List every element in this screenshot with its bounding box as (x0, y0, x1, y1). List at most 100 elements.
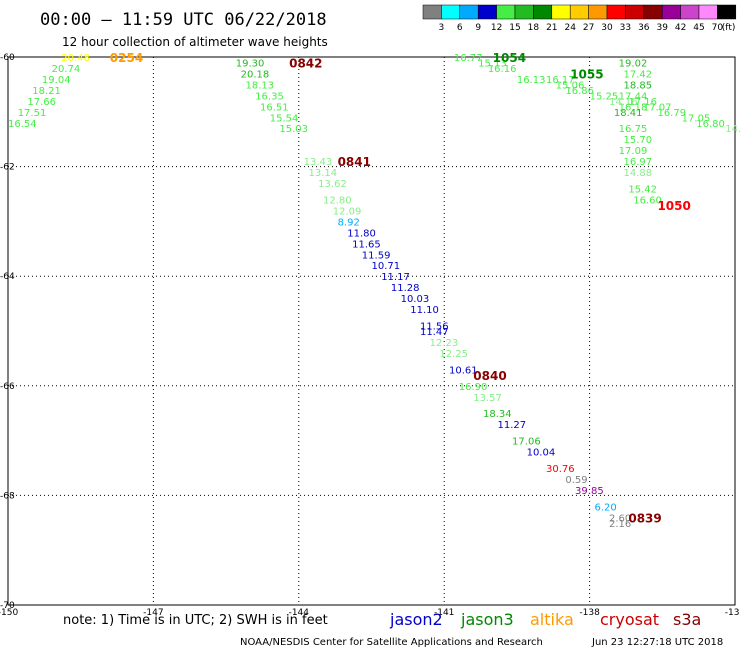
colorbar-label: 9 (475, 23, 481, 33)
wave-height-label: 12.80 (323, 195, 352, 206)
chart-subtitle: 12 hour collection of altimeter wave hei… (62, 35, 328, 49)
wave-height-label: 19.02 (619, 58, 648, 69)
wave-height-label: 17.09 (619, 146, 648, 157)
pass-labels: 0254 0842 0841 0840 0839 1054 1055 1050 (110, 51, 691, 525)
colorbar-label: 45 (693, 23, 704, 33)
pass-label: 0254 (110, 51, 143, 65)
wave-height-label: 12.25 (439, 349, 468, 360)
colorbar-legend: 3 6 9 12 15 18 21 24 27 30 33 36 39 42 45 70(ft) (422, 4, 737, 33)
wave-height-label: 11.65 (352, 239, 381, 250)
y-tick-label: -60 (0, 53, 15, 63)
wave-height-label: 14.88 (624, 168, 653, 179)
wave-height-label: 14.16 (609, 97, 638, 108)
wave-height-label: 16.18 (619, 102, 648, 113)
satellite-s3a: s3a (673, 610, 701, 629)
wave-height-label: 16.16 (488, 64, 517, 75)
wave-height-label: 15.54 (270, 113, 299, 124)
colorbar-swatch (422, 4, 442, 20)
wave-height-label: 10.03 (401, 294, 430, 305)
wave-height-label: 16.90 (459, 382, 488, 393)
colorbar-label: 39 (656, 23, 668, 33)
colorbar-swatch (496, 4, 516, 20)
colorbar-label: 42 (675, 23, 686, 33)
wave-height-label: 19.30 (236, 58, 265, 69)
colorbar-label: 18 (528, 23, 540, 33)
y-tick-label: -68 (0, 491, 15, 501)
wave-height-label: 16.60 (633, 195, 662, 206)
wave-height-label: 12.09 (333, 206, 362, 217)
wave-height-label: 16.51 (260, 102, 289, 113)
wave-height-label: 12.23 (430, 338, 459, 349)
colorbar-swatch (533, 4, 553, 20)
colorbar-swatch (698, 4, 718, 20)
footer-credit: NOAA/NESDIS Center for Satellite Applica… (240, 637, 543, 648)
wave-height-label: 20.74 (52, 64, 81, 75)
wave-height-label: 13.43 (304, 157, 333, 168)
wave-height-label: 11.17 (381, 272, 410, 283)
wave-height-label: 11.27 (498, 420, 527, 431)
colorbar-swatch (514, 4, 534, 20)
y-tick-label: -66 (0, 382, 15, 392)
wave-height-label: 16.75 (619, 124, 648, 135)
wave-height-label: 17.06 (512, 437, 541, 448)
colorbar-swatch (643, 4, 663, 20)
wave-height-label: 17.42 (624, 69, 653, 80)
wave-height-label: 17.44 (619, 91, 648, 102)
satellite-cryosat: cryosat (600, 610, 659, 629)
wave-height-label: 0.59 (565, 475, 587, 486)
colorbar-label: 30 (601, 23, 613, 33)
colorbar-label: 12 (491, 23, 502, 33)
wave-height-label: 11.80 (347, 228, 376, 239)
colorbar-swatch (588, 4, 608, 20)
wave-height-label: 15.03 (279, 124, 308, 135)
wave-height-label: 17.05 (682, 113, 711, 124)
wave-height-label: 15.42 (628, 185, 657, 196)
colorbar-label: 24 (564, 23, 576, 33)
y-tick-label: -62 (0, 163, 15, 173)
chart-title: 00:00 – 11:59 UTC 06/22/2018 (40, 10, 327, 30)
satellite-jason2: jason2 (389, 610, 443, 629)
x-tick-label: -147 (143, 608, 163, 618)
colorbar-swatch (680, 4, 700, 20)
x-tick-label: -150 (0, 608, 18, 618)
wave-height-label: 13.62 (318, 179, 347, 190)
wave-height-label: 18.13 (245, 80, 274, 91)
wave-height-label: 10.04 (527, 448, 556, 459)
wave-height-label: 16.35 (255, 91, 284, 102)
wave-height-label: 8.92 (338, 217, 360, 228)
wave-height-label: 19.04 (42, 75, 71, 86)
x-tick-label: -144 (289, 608, 310, 618)
wave-height-label: 11.28 (391, 283, 420, 294)
wave-height-label: 16.77 (454, 53, 483, 64)
wave-height-label: 17.16 (628, 97, 657, 108)
pass-label: 1050 (657, 199, 690, 213)
colorbar-swatch (569, 4, 589, 20)
plot-area: -150 -147 -144 -141 -138 -135 -60 -62 -64 -66 -68 -… (0, 51, 740, 618)
footer-note: note: 1) Time is in UTC; 2) SWH is in fe… (63, 613, 328, 628)
wave-height-label: 39.85 (575, 486, 604, 497)
wave-height-label: 10.61 (449, 365, 478, 376)
pass-label: 1055 (570, 67, 603, 81)
footer-timestamp: Jun 23 12:27:18 UTC 2018 (591, 637, 723, 648)
wave-height-label: 14.91 (725, 124, 740, 135)
y-tick-label: -70 (0, 601, 15, 611)
wave-height-label: 11.10 (410, 305, 439, 316)
wave-height-label: 11.59 (362, 250, 391, 261)
wave-height-label: 16.54 (8, 119, 37, 130)
wave-height-label: 16.17 (546, 75, 575, 86)
pass-label: 0842 (289, 56, 322, 70)
colorbar-label: 33 (620, 23, 631, 33)
wave-height-label: 20.18 (241, 69, 270, 80)
colorbar-swatch (551, 4, 571, 20)
wave-height-label: 13.57 (473, 393, 502, 404)
axis-ticks: -150 -147 -144 -141 -138 -135 -60 -62 -64 -66 -68 -… (0, 53, 740, 618)
plot-frame (7, 56, 736, 606)
colorbar-label: 6 (457, 23, 463, 33)
wave-height-label: 16.80 (696, 119, 725, 130)
wave-height-label: 15.13 (478, 58, 507, 69)
